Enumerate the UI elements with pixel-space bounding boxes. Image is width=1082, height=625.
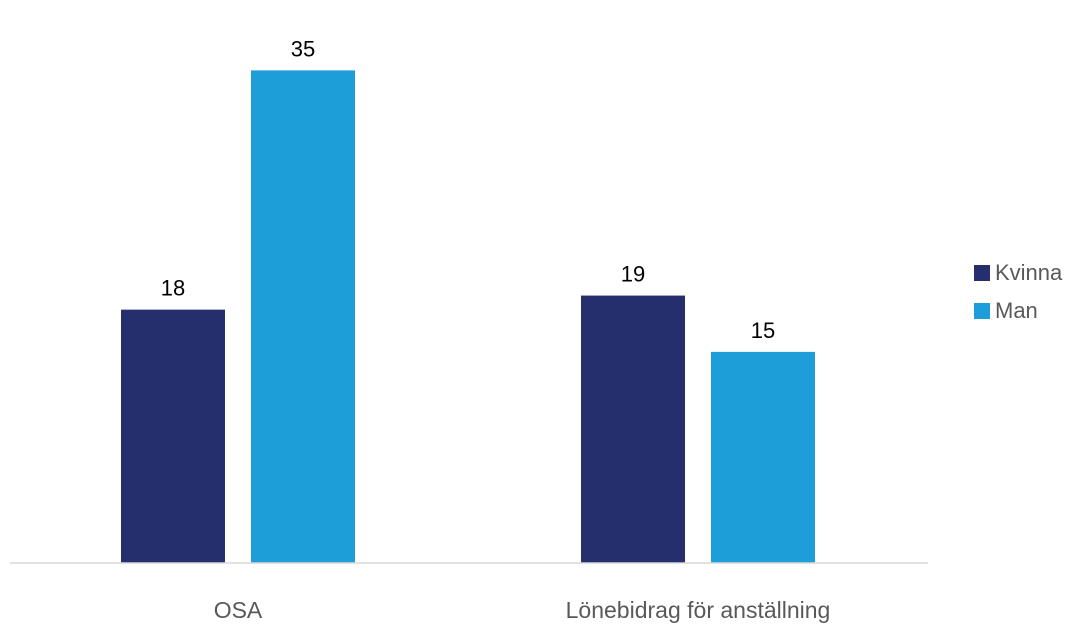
category-label-lonebidrag-for-anstallning: Lönebidrag för anställning bbox=[566, 597, 831, 623]
legend-label-man: Man bbox=[995, 298, 1038, 323]
legend-swatch-kvinna bbox=[974, 265, 990, 281]
category-labels-layer: OSA Lönebidrag för anställning bbox=[214, 597, 831, 623]
legend: Kvinna Man bbox=[974, 258, 1080, 334]
data-label-osa-kvinna: 18 bbox=[161, 276, 185, 301]
data-label-lonebidrag-for-anstallning-kvinna: 19 bbox=[621, 262, 645, 287]
bar-osa-man bbox=[251, 70, 355, 563]
legend-item-kvinna: Kvinna bbox=[974, 258, 1080, 288]
legend-item-man: Man bbox=[974, 296, 1080, 326]
data-label-lonebidrag-for-anstallning-man: 15 bbox=[751, 318, 775, 343]
bar-osa-kvinna bbox=[121, 309, 225, 563]
bar-lonebidrag-for-anstallning-kvinna bbox=[581, 295, 685, 563]
bars-layer bbox=[121, 70, 815, 563]
category-label-osa: OSA bbox=[214, 597, 263, 623]
data-label-osa-man: 35 bbox=[291, 36, 315, 61]
data-labels-layer: 18 35 19 15 bbox=[161, 36, 775, 343]
legend-swatch-man bbox=[974, 303, 990, 319]
legend-label-kvinna: Kvinna bbox=[995, 260, 1063, 285]
bar-lonebidrag-for-anstallning-man bbox=[711, 351, 815, 563]
